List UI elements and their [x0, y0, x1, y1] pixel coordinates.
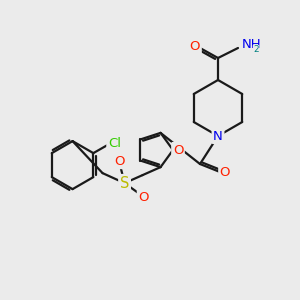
Text: S: S	[120, 176, 129, 190]
Text: O: O	[220, 167, 230, 179]
Text: NH: NH	[242, 38, 262, 52]
Text: O: O	[114, 154, 125, 168]
Text: O: O	[173, 143, 183, 157]
Text: O: O	[138, 190, 149, 204]
Text: N: N	[213, 130, 223, 142]
Text: Cl: Cl	[108, 136, 121, 150]
Text: 2: 2	[253, 46, 259, 55]
Text: O: O	[190, 40, 200, 53]
